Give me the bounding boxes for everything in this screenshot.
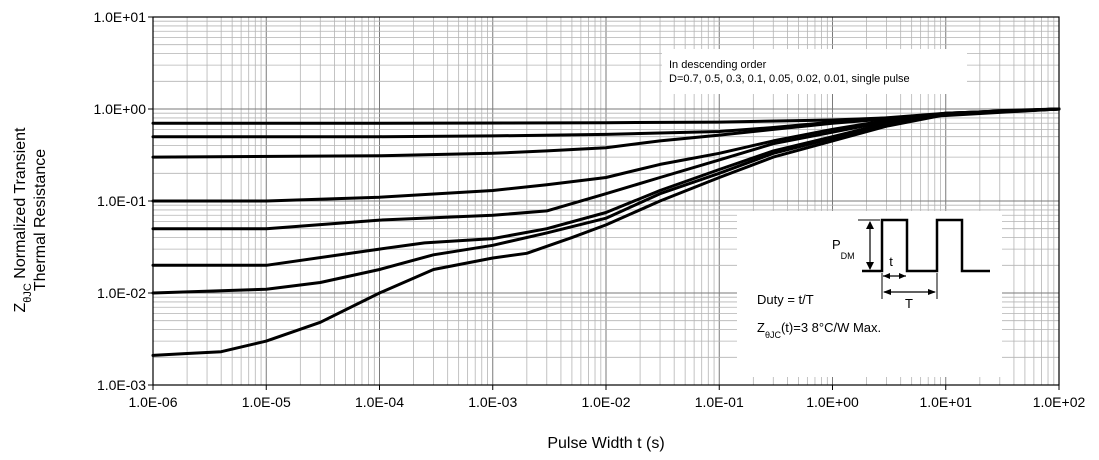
curve-series-5	[151, 107, 1061, 231]
t-arrow-right	[899, 273, 906, 279]
pulse-waveform	[862, 218, 990, 273]
y-axis-title-line-2: Thermal Resistance	[32, 149, 49, 291]
x-tick-label: 1.0E-01	[695, 394, 744, 410]
T-arrow-left	[883, 289, 891, 295]
T-arrow-right	[928, 289, 936, 295]
y-tick-label: 1.0E+00	[93, 101, 146, 117]
T-label: T	[905, 296, 913, 311]
y-tick-label: 1.0E-01	[97, 193, 146, 209]
x-tick-label: 1.0E-03	[468, 394, 517, 410]
x-tick-label: 1.0E-06	[128, 394, 177, 410]
zthjc-max-text: ZθJC(t)=3 8°C/W Max.	[757, 320, 881, 340]
curve-series-3	[151, 107, 1061, 159]
y-axis-title-line-1: ZθJC Normalized Transient	[12, 127, 34, 313]
annotation-box: In descending order D=0.7, 0.5, 0.3, 0.1…	[662, 49, 967, 94]
curves	[151, 107, 1061, 357]
annotation-background	[662, 49, 967, 94]
curve-series-8	[151, 107, 1061, 357]
y-tick-label: 1.0E-03	[97, 377, 146, 393]
duty-text: Duty = t/T	[757, 292, 814, 307]
pdm-arrow-down	[866, 262, 874, 270]
y-axis-title: ZθJC Normalized Transient Thermal Resist…	[12, 127, 49, 313]
y-tick-label: 1.0E+01	[93, 9, 146, 25]
annotation-line-1: In descending order	[669, 59, 767, 71]
x-tick-label: 1.0E-02	[581, 394, 630, 410]
x-tick-label: 1.0E-05	[242, 394, 291, 410]
x-tick-labels: 1.0E-06 1.0E-05 1.0E-04 1.0E-03 1.0E-02 1.0E-…	[128, 385, 1085, 410]
y-tick-labels: 1.0E+01 1.0E+00 1.0E-01 1.0E-02 1.0E-03	[93, 9, 153, 393]
x-tick-label: 1.0E+02	[1033, 394, 1086, 410]
pdm-arrow-up	[866, 221, 874, 229]
x-tick-label: 1.0E-04	[355, 394, 404, 410]
duty-cycle-inset: PDM t T Duty = t/T ZθJC(t)=3 8°C/W Max.	[737, 211, 1002, 377]
t-arrow-left	[883, 273, 890, 279]
annotation-line-2: D=0.7, 0.5, 0.3, 0.1, 0.05, 0.02, 0.01, …	[669, 73, 910, 85]
x-tick-label: 1.0E+00	[806, 394, 859, 410]
y-tick-label: 1.0E-02	[97, 285, 146, 301]
x-axis-title: Pulse Width t (s)	[547, 435, 664, 452]
t-label: t	[889, 254, 893, 269]
curve-series-7	[151, 107, 1061, 295]
x-tick-label: 1.0E+01	[919, 394, 972, 410]
pdm-label: PDM	[832, 237, 855, 261]
